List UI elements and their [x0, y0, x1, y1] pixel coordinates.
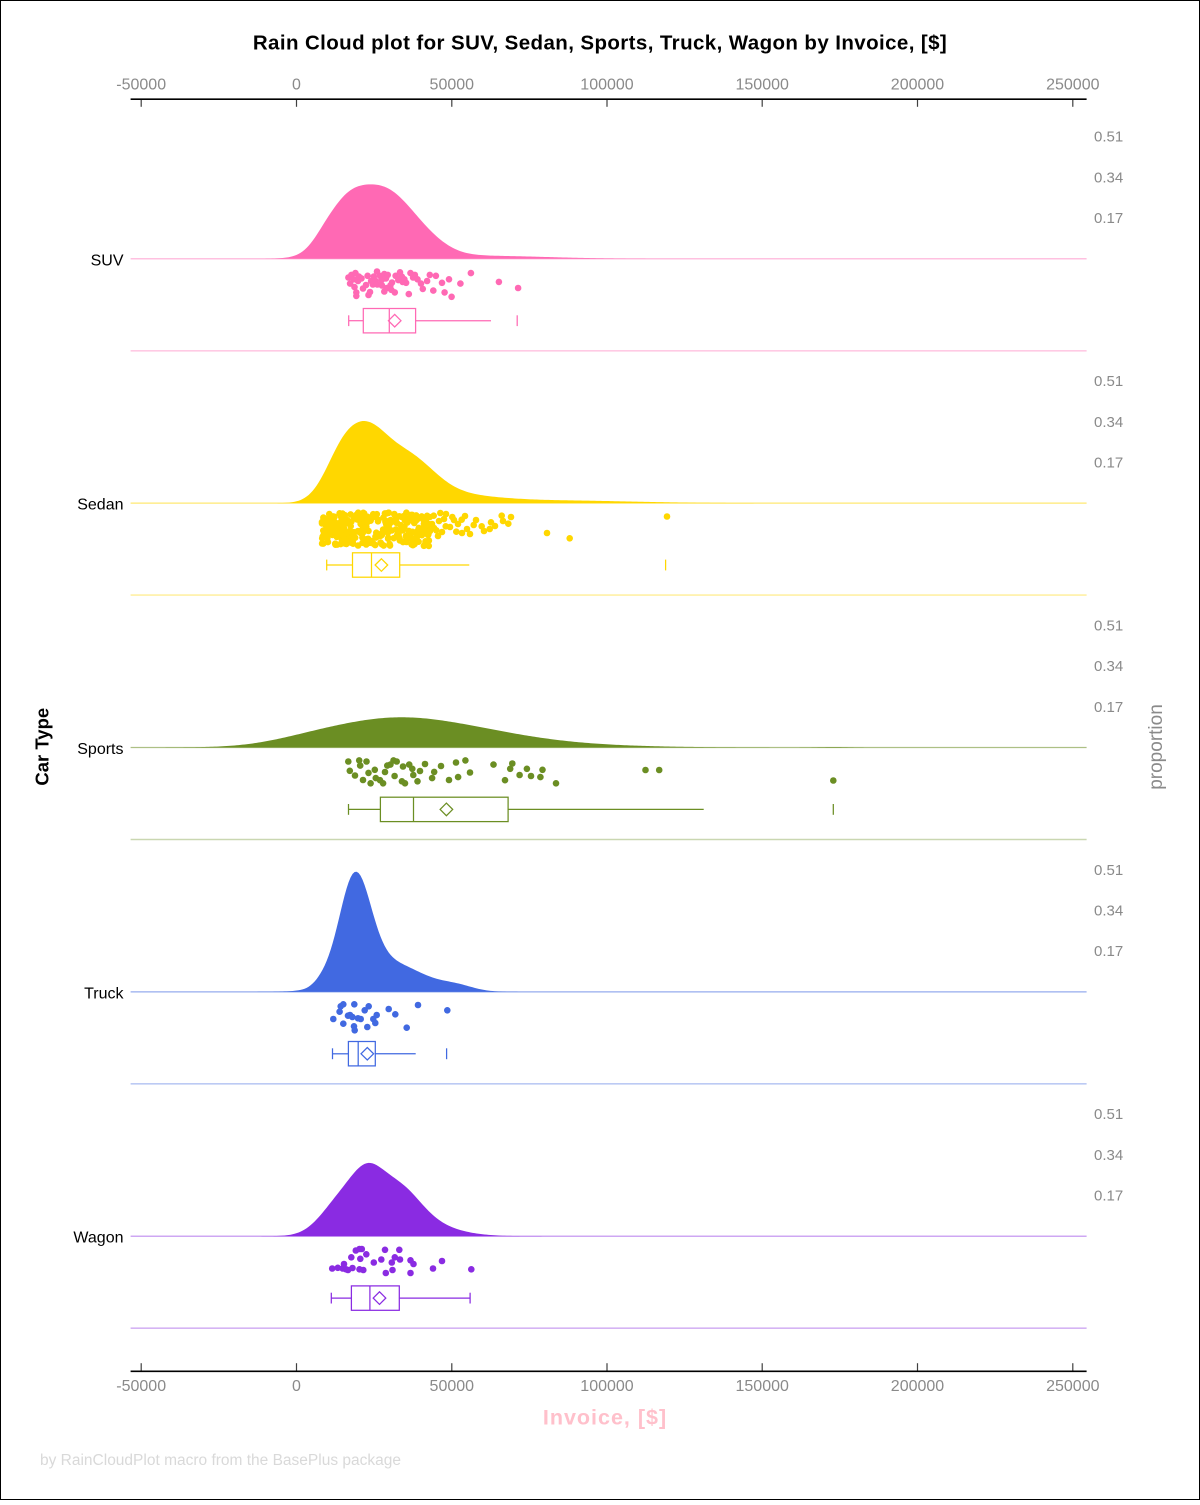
svg-text:Truck: Truck — [84, 985, 124, 1002]
svg-text:200000: 200000 — [891, 1378, 944, 1395]
svg-text:0.34: 0.34 — [1094, 903, 1123, 920]
svg-text:0.34: 0.34 — [1094, 658, 1123, 675]
svg-text:0.17: 0.17 — [1094, 454, 1123, 471]
svg-text:100000: 100000 — [580, 77, 633, 94]
svg-text:0: 0 — [292, 77, 301, 94]
svg-text:Wagon: Wagon — [73, 1230, 123, 1247]
svg-text:0.51: 0.51 — [1094, 373, 1123, 390]
svg-text:150000: 150000 — [736, 1378, 789, 1395]
svg-text:0.51: 0.51 — [1094, 1106, 1123, 1123]
svg-text:Car Type: Car Type — [32, 708, 53, 786]
svg-text:200000: 200000 — [891, 77, 944, 94]
svg-text:Invoice, [$]: Invoice, [$] — [543, 1406, 667, 1430]
svg-text:Sports: Sports — [77, 741, 123, 758]
svg-text:0.51: 0.51 — [1094, 129, 1123, 146]
svg-text:250000: 250000 — [1046, 77, 1099, 94]
svg-text:150000: 150000 — [736, 77, 789, 94]
svg-text:50000: 50000 — [430, 77, 475, 94]
svg-text:0.51: 0.51 — [1094, 862, 1123, 879]
svg-text:proportion: proportion — [1146, 704, 1167, 790]
svg-text:0.34: 0.34 — [1094, 414, 1123, 431]
svg-text:-50000: -50000 — [116, 77, 166, 94]
svg-text:100000: 100000 — [580, 1378, 633, 1395]
svg-text:250000: 250000 — [1046, 1378, 1099, 1395]
svg-text:0: 0 — [292, 1378, 301, 1395]
svg-text:SUV: SUV — [91, 252, 124, 269]
svg-text:0.17: 0.17 — [1094, 699, 1123, 716]
svg-text:Rain Cloud plot for SUV, Sedan: Rain Cloud plot for SUV, Sedan, Sports, … — [253, 32, 947, 55]
svg-text:-50000: -50000 — [116, 1378, 166, 1395]
svg-text:Sedan: Sedan — [77, 497, 123, 514]
svg-text:0.17: 0.17 — [1094, 210, 1123, 227]
svg-text:by RainCloudPlot macro from th: by RainCloudPlot macro from the BasePlus… — [40, 1452, 401, 1469]
svg-text:0.17: 0.17 — [1094, 943, 1123, 960]
svg-text:50000: 50000 — [430, 1378, 475, 1395]
svg-text:0.34: 0.34 — [1094, 1147, 1123, 1164]
svg-text:0.34: 0.34 — [1094, 169, 1123, 186]
svg-text:0.51: 0.51 — [1094, 617, 1123, 634]
svg-text:0.17: 0.17 — [1094, 1188, 1123, 1205]
